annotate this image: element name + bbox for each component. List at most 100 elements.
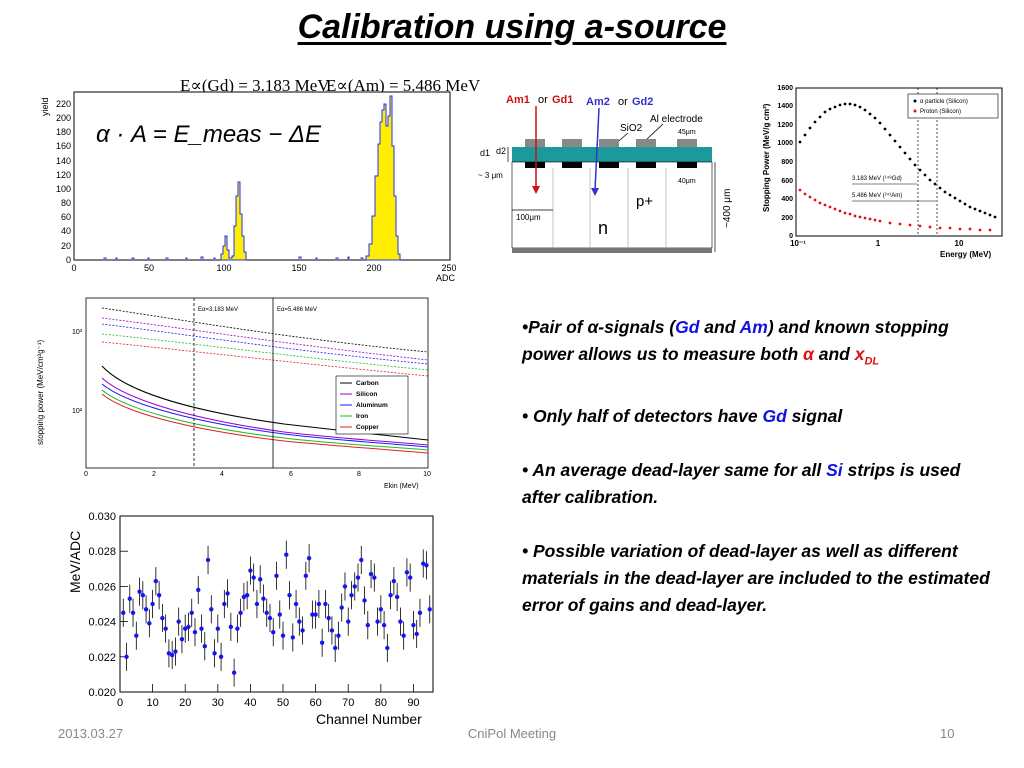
gain-marker: [417, 610, 423, 615]
hist-noise: [103, 256, 364, 259]
gain-marker: [153, 578, 159, 584]
gain-ytick: 0.024: [88, 617, 116, 629]
gain-point: [225, 579, 230, 608]
gain-point: [359, 545, 364, 575]
gain-point: [297, 607, 302, 636]
gain-point: [417, 598, 423, 627]
bullet-text: and: [813, 344, 855, 364]
mat-xtick: 6: [289, 471, 293, 478]
mat-xtick: 0: [84, 471, 88, 478]
label-d1: d1: [480, 148, 490, 158]
materials-plot: stopping power (MeV/cm²g⁻¹) 10³ 10² 0 2 …: [36, 297, 431, 490]
gain-point: [303, 561, 309, 590]
hist-xtick: 0: [71, 263, 76, 273]
hist-xlabel: ADC: [436, 273, 456, 283]
gain-point: [355, 563, 361, 592]
mat-legend-label: Copper: [356, 424, 379, 431]
gain-marker: [378, 607, 384, 612]
bullet-text: signal: [786, 405, 843, 426]
gain-point: [238, 598, 243, 627]
bullet-text: • An average dead-layer same for all: [522, 459, 827, 480]
gain-point: [407, 563, 413, 592]
label-al-electrode: Al electrode: [650, 114, 703, 125]
label-am2: Am2: [586, 96, 610, 108]
bullet-item: • Possible variation of dead-layer as we…: [522, 538, 992, 619]
alpha-arrow-red: [532, 186, 540, 194]
gain-point: [218, 642, 224, 671]
gain-point: [124, 642, 129, 671]
gain-point: [166, 639, 172, 668]
gain-point: [212, 639, 217, 668]
sp-ytick: 200: [781, 215, 793, 222]
gain-marker: [319, 640, 325, 645]
hist-formula: α · A = E_meas − ΔE: [96, 121, 322, 148]
gain-marker: [166, 651, 172, 656]
label-40um: 40μm: [678, 178, 696, 185]
gain-marker: [189, 610, 194, 615]
sp-proton-curve: [798, 188, 992, 232]
sp-legend-alpha-marker: [913, 99, 917, 103]
bullet-text: α: [803, 344, 814, 364]
gain-point: [209, 595, 214, 624]
bullet-text: • Only half of detectors have: [522, 405, 763, 426]
gain-point: [267, 604, 273, 633]
gain-point: [183, 614, 188, 643]
gain-marker: [251, 575, 256, 580]
bullet-item: • An average dead-layer same for all Si …: [522, 457, 992, 511]
gain-marker: [199, 626, 204, 631]
gain-point: [313, 600, 318, 629]
gain-point: [329, 616, 335, 645]
bullet-item: • Only half of detectors have Gd signal: [522, 403, 992, 430]
gain-marker: [336, 633, 341, 638]
mat-xticks: 0 2 4 6 8 10: [84, 471, 431, 478]
gain-point: [326, 604, 331, 633]
label-45um: 45μm: [678, 129, 696, 136]
sp-legend-proton: Proton (Silicon): [920, 109, 961, 115]
hist-ytick: 160: [56, 141, 71, 151]
al-pointer: [645, 123, 664, 141]
bullet-text: strips is used after calibration.: [522, 459, 961, 507]
gain-xtick: 50: [277, 697, 289, 709]
sp-ytick: 1200: [777, 122, 793, 129]
mat-ann-gd: Eα=3.183 MeV: [198, 307, 238, 313]
gain-point: [235, 614, 240, 643]
gain-point: [244, 581, 250, 610]
gain-point: [147, 609, 152, 638]
hist-ytick: 0: [66, 255, 71, 265]
gain-marker: [176, 619, 181, 624]
gain-point: [186, 612, 191, 641]
gain-point: [378, 595, 384, 624]
gain-point: [365, 611, 370, 640]
hist-ytick: 120: [56, 170, 71, 180]
gain-point: [228, 612, 234, 641]
gain-points: [121, 540, 432, 687]
gain-marker: [186, 624, 191, 630]
gain-point: [411, 611, 416, 640]
sp-xtick: 10: [955, 239, 964, 248]
sp-ylabel: Stopping Power (MeV/g cm²): [762, 103, 771, 212]
gain-marker: [209, 607, 214, 612]
gain-marker: [179, 637, 185, 642]
gain-point: [290, 623, 296, 652]
hist-xtick: 250: [441, 263, 456, 273]
sp-xtick: 1: [876, 239, 881, 248]
gain-point: [414, 619, 419, 648]
gain-point: [375, 607, 380, 636]
gain-marker: [329, 628, 335, 633]
gain-marker: [411, 622, 416, 628]
gain-point: [153, 567, 159, 596]
gain-point: [231, 658, 237, 687]
bullet-list: •Pair of α-signals (Gd and Am) and known…: [522, 314, 992, 646]
gain-marker: [375, 619, 380, 624]
gain-point: [173, 637, 178, 666]
sp-legend-box: [907, 93, 999, 119]
hist-xtick: 100: [216, 263, 231, 273]
gain-point: [388, 581, 393, 610]
gain-marker: [385, 645, 390, 651]
slide-title: Calibration using a-source: [297, 8, 727, 46]
gain-point: [300, 616, 305, 645]
gain-marker: [130, 610, 136, 615]
gain-point: [189, 598, 194, 627]
gain-marker: [248, 568, 253, 573]
gain-marker: [257, 577, 263, 582]
